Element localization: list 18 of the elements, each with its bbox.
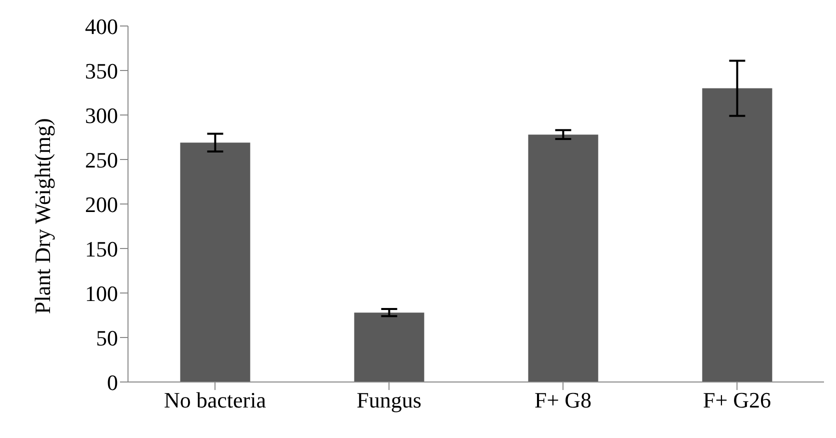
- x-tick-label: No bacteria: [164, 388, 266, 413]
- y-tick-label: 400: [85, 14, 118, 39]
- y-axis-title: Plant Dry Weight(mg): [30, 118, 55, 314]
- bar: [702, 88, 772, 382]
- bar: [354, 312, 424, 382]
- bar: [180, 142, 250, 382]
- y-tick-label: 100: [85, 280, 118, 306]
- y-tick-label: 0: [107, 370, 118, 395]
- bar: [528, 134, 598, 382]
- y-tick-label: 200: [85, 192, 118, 217]
- y-tick-label: 250: [85, 147, 118, 172]
- y-tick-label: 300: [85, 102, 118, 128]
- x-tick-label: Fungus: [356, 388, 422, 413]
- y-tick-label: 50: [96, 325, 118, 350]
- x-tick-label: F+ G26: [702, 388, 772, 413]
- y-tick-label: 150: [85, 236, 118, 262]
- y-tick-label: 350: [85, 58, 118, 84]
- x-tick-label: F+ G8: [534, 388, 592, 413]
